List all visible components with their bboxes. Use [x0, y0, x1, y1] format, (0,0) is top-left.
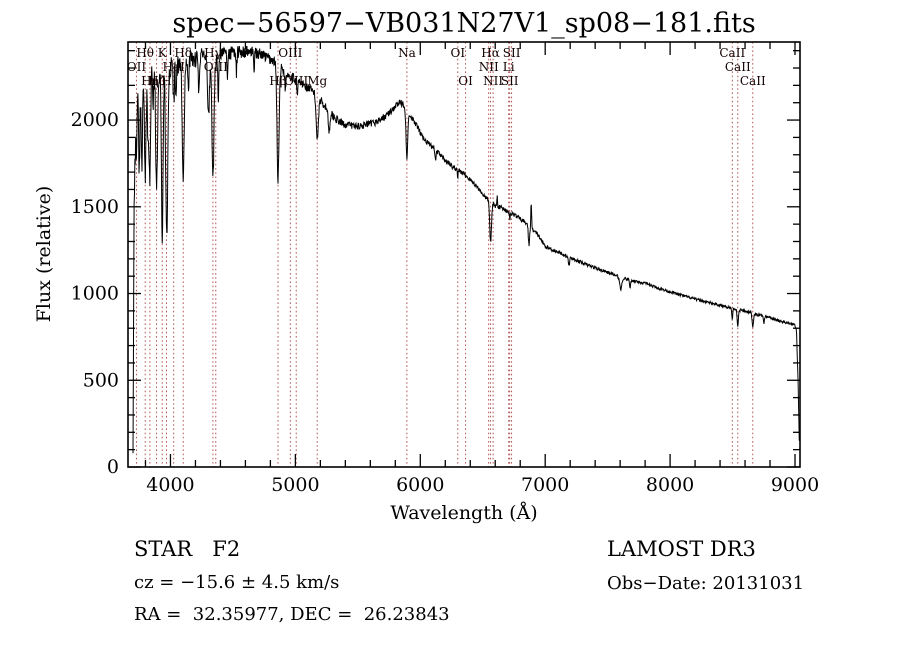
- spectral-line-label: OI: [458, 74, 473, 88]
- spectral-line-label: Hζ: [148, 74, 165, 88]
- spectral-line-label: OII: [127, 60, 147, 74]
- y-tick-label: 1000: [71, 283, 119, 305]
- spectral-line-label: Na: [398, 46, 416, 60]
- x-tick-label: 8000: [646, 474, 694, 496]
- survey-name-text: LAMOST DR3: [607, 537, 756, 561]
- spectral-line-label: HeI: [163, 60, 186, 74]
- x-tick-label: 9000: [771, 474, 819, 496]
- cz-velocity-text: cz = −15.6 ± 4.5 km/s: [134, 572, 340, 593]
- spectral-line-label: CaII: [740, 74, 766, 88]
- plot-title: spec−56597−VB031N27V1_sp08−181.fits: [172, 8, 756, 39]
- spectral-line-label: CaII: [719, 46, 745, 60]
- x-axis-label: Wavelength (Å): [390, 502, 538, 524]
- spectral-line-label: H: [161, 74, 171, 88]
- spectral-line-label: SII: [501, 74, 519, 88]
- spectral-line-label: Hθ: [136, 46, 154, 60]
- object-class-text: STAR F2: [134, 537, 241, 561]
- spectral-line-label: CaII: [725, 60, 751, 74]
- spectral-line-label: OI: [451, 46, 466, 60]
- spectral-line-label: NII: [479, 60, 499, 74]
- obs-date-text: Obs−Date: 20131031: [607, 573, 805, 594]
- spectral-line-label: OIII: [278, 46, 302, 60]
- spectral-line-label: Hβ: [269, 74, 286, 88]
- y-tick-label: 1500: [71, 196, 119, 218]
- y-axis-label: Flux (relative): [33, 185, 55, 323]
- spectral-line-label: Hη: [141, 74, 159, 88]
- spectral-line-label: Li: [503, 60, 515, 74]
- spectrum-trace: [132, 45, 800, 454]
- axes-box: [127, 41, 801, 468]
- spectral-line-label: OIII: [204, 60, 228, 74]
- x-tick-label: 6000: [396, 474, 444, 496]
- spectral-line-label: Hδ: [174, 46, 192, 60]
- spectral-line-label: Hγ: [204, 46, 222, 60]
- y-tick-label: 2000: [71, 109, 119, 131]
- x-tick-label: 7000: [521, 474, 569, 496]
- spectral-line-label: OIII: [284, 74, 308, 88]
- ra-dec-text: RA = 32.35977, DEC = 26.23843: [134, 604, 450, 625]
- spectral-line-label: Mg: [307, 74, 327, 88]
- y-tick-label: 0: [107, 456, 119, 478]
- x-tick-label: 4000: [146, 474, 194, 496]
- x-tick-label: 5000: [271, 474, 319, 496]
- y-tick-label: 500: [83, 369, 119, 391]
- spectral-line-label: SII: [503, 46, 521, 60]
- spectral-line-label: NII: [483, 74, 503, 88]
- spectral-line-label: Hα: [481, 46, 500, 60]
- spectral-line-label: K: [158, 46, 168, 60]
